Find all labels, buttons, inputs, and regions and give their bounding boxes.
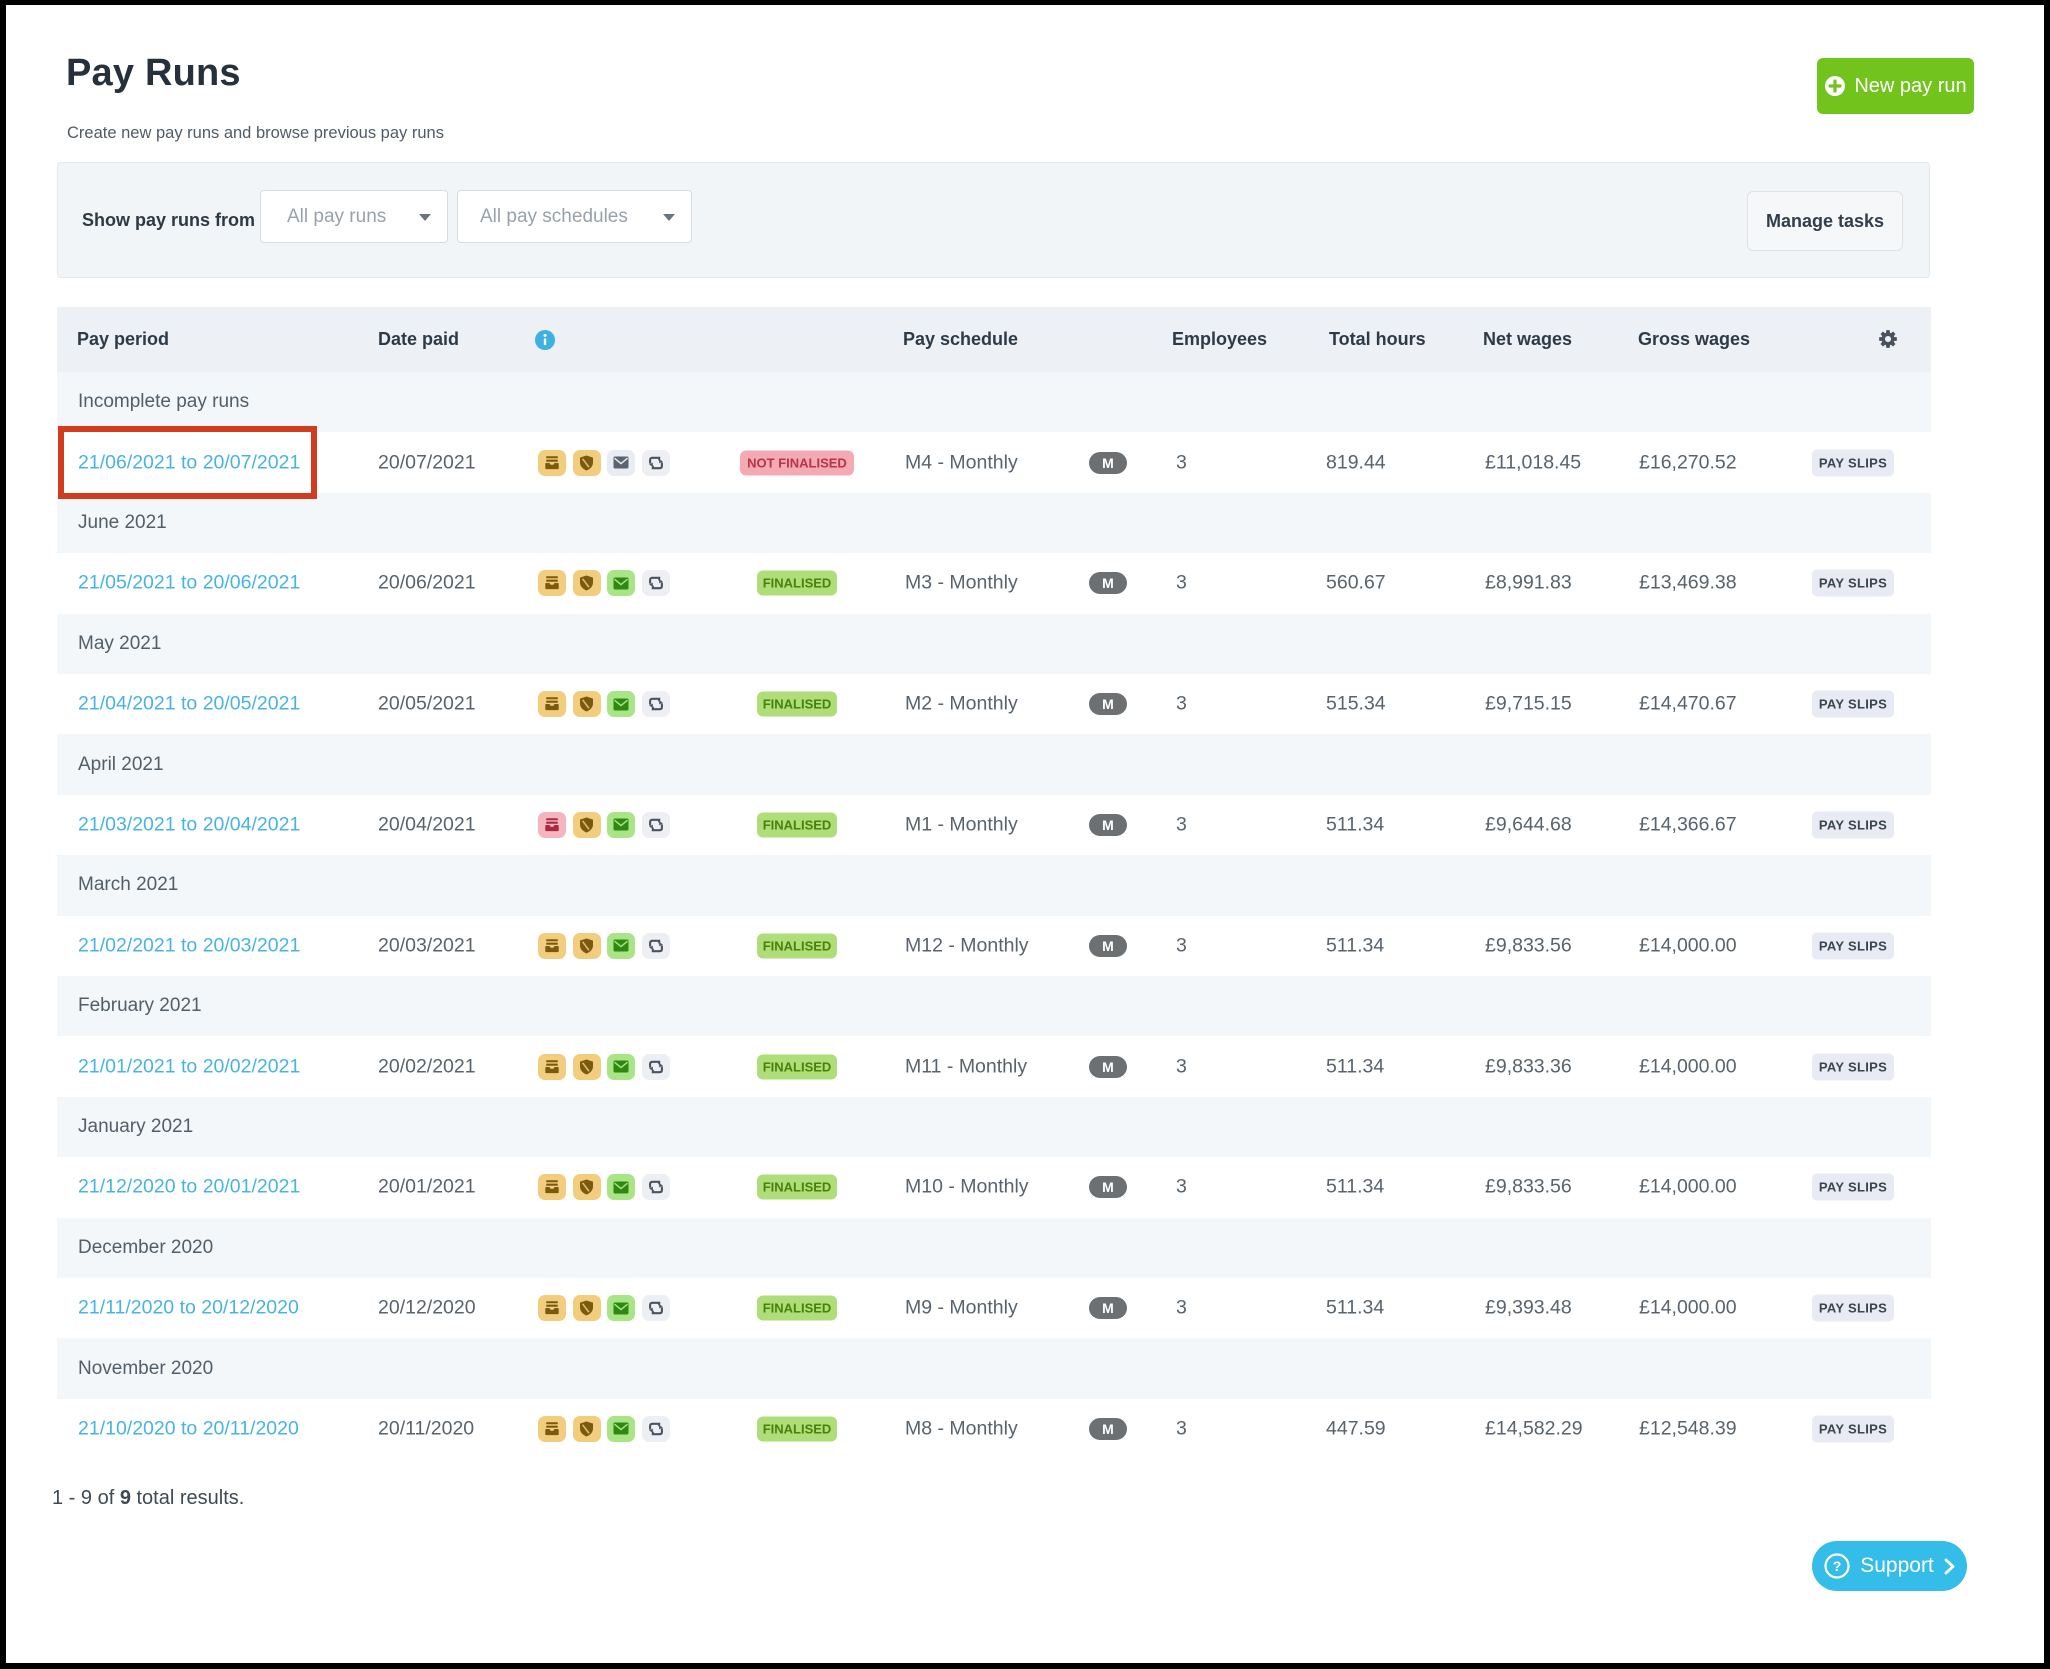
svg-text:?: ? (1833, 1558, 1842, 1574)
